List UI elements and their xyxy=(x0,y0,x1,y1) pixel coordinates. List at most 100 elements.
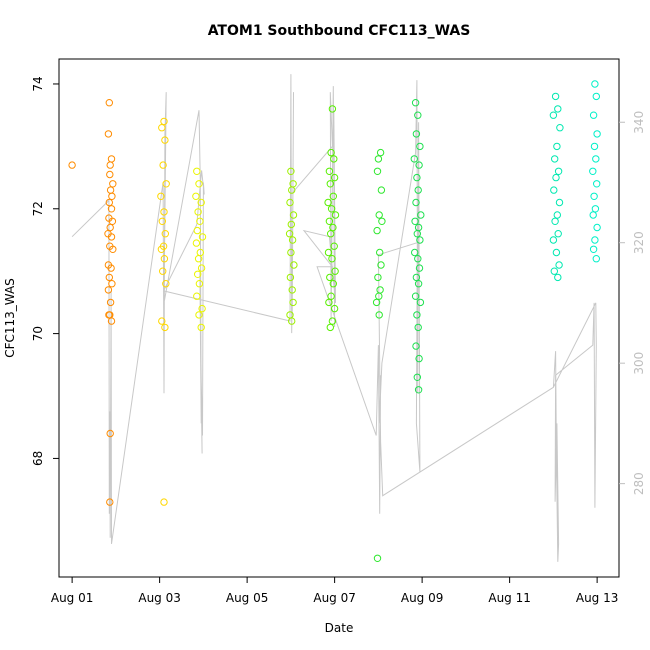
data-point xyxy=(552,173,560,182)
data-point xyxy=(289,211,298,219)
point-series-5 xyxy=(324,105,340,332)
data-point xyxy=(198,233,207,241)
data-point xyxy=(105,99,114,107)
data-point xyxy=(157,192,165,201)
y-tick-label: 72 xyxy=(31,201,45,216)
data-point xyxy=(106,161,114,169)
data-point xyxy=(414,255,422,263)
data-point xyxy=(195,311,203,319)
data-point xyxy=(327,230,335,238)
data-point xyxy=(411,217,419,226)
data-point xyxy=(158,124,166,132)
data-point xyxy=(375,211,383,219)
data-point xyxy=(413,230,421,238)
data-point xyxy=(591,236,599,244)
data-point xyxy=(105,273,114,282)
data-point xyxy=(106,429,114,438)
x-tick-label: Aug 01 xyxy=(51,591,94,605)
data-point xyxy=(375,292,383,300)
data-point xyxy=(108,217,117,226)
data-point xyxy=(160,117,168,126)
data-point xyxy=(414,323,422,332)
data-point xyxy=(107,264,115,272)
data-point xyxy=(328,317,337,325)
point-series-6 xyxy=(372,148,386,562)
data-point xyxy=(378,217,386,226)
data-point xyxy=(554,273,562,282)
data-point xyxy=(551,217,559,226)
data-point xyxy=(194,208,202,216)
x-tick-label: Aug 11 xyxy=(488,591,531,605)
data-point xyxy=(327,148,335,157)
data-point xyxy=(285,230,294,238)
data-point xyxy=(415,161,423,169)
data-point xyxy=(326,323,334,332)
data-point xyxy=(373,554,382,562)
data-point xyxy=(193,292,201,300)
data-point xyxy=(416,298,425,307)
data-point xyxy=(556,124,564,132)
data-point xyxy=(590,192,598,201)
data-point xyxy=(160,498,168,506)
data-point xyxy=(158,317,166,325)
data-point xyxy=(554,105,562,113)
data-point xyxy=(375,311,383,319)
data-point xyxy=(590,142,599,151)
data-point xyxy=(549,111,558,119)
right-y-axis: 280 300 320 340 xyxy=(619,111,646,495)
data-point xyxy=(107,205,116,213)
data-point xyxy=(413,373,421,381)
data-point xyxy=(554,167,563,176)
data-point xyxy=(550,267,558,275)
data-point xyxy=(109,245,117,254)
data-point xyxy=(411,99,420,107)
data-point xyxy=(331,267,339,275)
data-point xyxy=(287,167,295,176)
data-point xyxy=(194,270,202,278)
point-series-3 xyxy=(192,167,207,332)
data-point xyxy=(589,245,598,254)
y2-tick-label: 320 xyxy=(632,231,646,254)
data-point xyxy=(592,155,600,163)
data-point xyxy=(553,142,561,151)
y2-tick-label: 300 xyxy=(632,352,646,375)
data-point xyxy=(329,223,337,232)
data-point xyxy=(289,298,297,307)
data-point xyxy=(324,198,332,207)
data-point xyxy=(417,211,425,219)
point-series xyxy=(68,80,601,562)
data-point xyxy=(197,264,206,272)
data-point xyxy=(593,223,601,232)
data-point xyxy=(194,255,203,263)
data-point xyxy=(106,298,115,307)
data-point xyxy=(160,208,168,216)
data-point xyxy=(589,167,597,176)
plot-frame xyxy=(58,58,620,578)
data-point xyxy=(555,261,563,269)
data-point xyxy=(591,80,599,88)
data-point xyxy=(555,198,564,207)
data-point xyxy=(593,180,601,188)
data-point xyxy=(324,248,333,257)
data-point xyxy=(325,298,333,307)
data-point xyxy=(589,211,597,219)
data-point xyxy=(412,273,421,282)
data-point xyxy=(109,180,117,188)
x-axis-label: Date xyxy=(325,621,354,635)
data-point xyxy=(413,173,421,182)
data-point xyxy=(325,217,334,226)
data-point xyxy=(414,386,423,394)
data-point xyxy=(104,130,113,138)
x-tick-label: Aug 07 xyxy=(313,591,356,605)
data-point xyxy=(326,273,334,282)
data-point xyxy=(330,304,339,313)
data-point xyxy=(193,226,202,235)
data-point xyxy=(410,155,418,163)
data-point xyxy=(553,211,561,219)
data-point xyxy=(416,142,424,151)
line-series xyxy=(71,74,597,562)
data-point xyxy=(290,261,298,269)
data-point xyxy=(195,180,203,188)
